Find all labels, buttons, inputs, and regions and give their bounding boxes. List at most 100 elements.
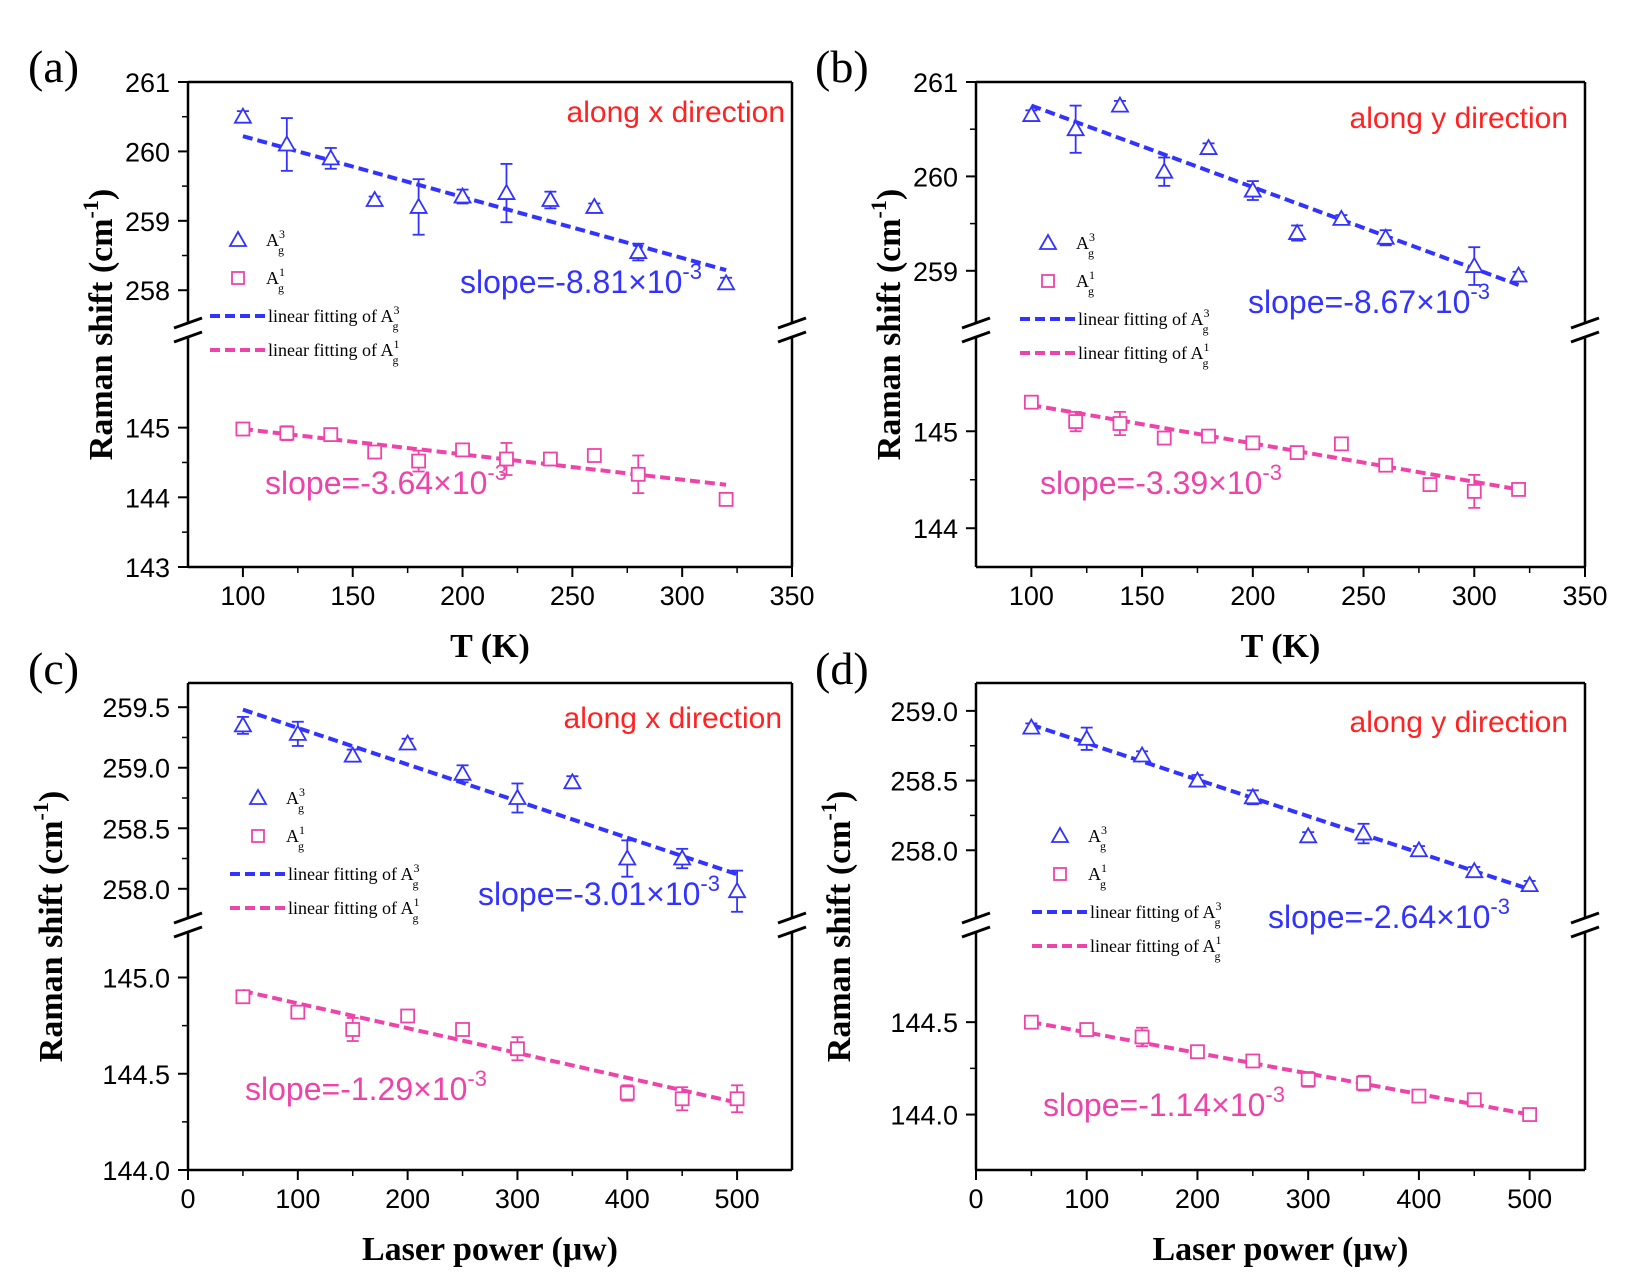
data-point-square <box>1289 445 1305 460</box>
data-point-square <box>1068 414 1084 429</box>
y-axis-title-text: Raman shift (cm <box>871 218 908 460</box>
x-tick-label: 100 <box>275 1184 320 1214</box>
legend-entry-base: A <box>1088 864 1101 884</box>
y-axis-ticks: 258.0 258.5 259.0 259.5 144.0 144.5 145.0 <box>102 693 188 1186</box>
slope-annotation: slope=-1.14×10-3 <box>1043 1082 1285 1123</box>
legend-marker-triangle <box>248 788 268 805</box>
legend-entry-label: A1 g <box>286 823 305 853</box>
legend-entry-sup: 1 <box>1089 268 1095 282</box>
x-tick-label: 500 <box>1507 1184 1552 1214</box>
legend-entry-label: A3 g <box>1076 230 1095 260</box>
x-tick-label: 200 <box>440 581 485 611</box>
slope-value: slope=-8.67×10 <box>1248 284 1470 320</box>
slope-exponent: -3 <box>700 871 720 896</box>
fit-line-a3 <box>242 707 738 877</box>
data-point-square <box>1023 1014 1039 1030</box>
y-tick-label: 259 <box>125 207 170 237</box>
y-tick-label: 258.5 <box>890 767 958 797</box>
axis-break-right <box>1570 316 1600 344</box>
legend-marker-square <box>1041 274 1055 288</box>
data-point-triangle <box>1198 138 1219 155</box>
x-tick-label: 100 <box>1009 581 1054 611</box>
legend-fit-sub: g <box>1214 915 1220 929</box>
data-point-triangle <box>727 881 747 899</box>
data-point-square <box>1245 435 1261 451</box>
legend-entry-sub: g <box>278 243 284 257</box>
y-tick-label: 261 <box>125 68 170 98</box>
legend-entry-label: A3 g <box>286 785 305 815</box>
y-tick-label: 145 <box>125 414 170 444</box>
slope-value: slope=-1.29×10 <box>245 1071 467 1107</box>
data-point-square <box>586 448 602 463</box>
slope-exponent: -3 <box>1265 1082 1285 1107</box>
legend-entry-sub: g <box>298 801 304 815</box>
data-point-triangle <box>628 242 648 259</box>
legend-entry-label: A1 g <box>1076 268 1095 298</box>
legend-fit-label: linear fitting of A3 g <box>1090 899 1221 929</box>
legend-fit-sub: g <box>1214 949 1220 963</box>
data-point-triangle <box>1021 717 1041 735</box>
x-axis-ticks: 100 150 200 250 300 350 <box>1009 567 1608 611</box>
y-axis-title-sup: -1 <box>78 200 103 218</box>
data-point-square <box>235 421 251 437</box>
data-point-square <box>1411 1088 1427 1104</box>
slope-exponent: -3 <box>682 259 702 284</box>
legend-fit-sub: g <box>412 911 418 925</box>
y-axis-title-text: Raman shift (cm <box>821 820 858 1062</box>
data-point-triangle <box>452 763 473 781</box>
legend-entry-base: A <box>286 826 299 846</box>
y-axis-title-text: Raman shift (cm <box>83 218 120 460</box>
data-point-triangle <box>1464 256 1484 273</box>
y-axis-title: Raman shift (cm-1) <box>866 189 908 460</box>
break-mark <box>777 925 807 939</box>
legend-fit-text: linear fitting of A <box>1078 309 1203 329</box>
data-point-triangle <box>1066 119 1086 137</box>
data-point-square <box>718 492 734 507</box>
legend-marker-triangle <box>1050 826 1070 843</box>
data-point-square <box>290 1004 306 1020</box>
series-a1 <box>235 989 745 1114</box>
slope-value: slope=-2.64×10 <box>1268 899 1490 935</box>
slope-annotation: slope=-3.01×10-3 <box>478 871 720 912</box>
data-point-square <box>400 1008 416 1024</box>
data-point-triangle <box>1520 875 1540 893</box>
legend-entry-base: A <box>1088 826 1101 846</box>
data-point-triangle <box>409 197 429 214</box>
panel-b: 100 150 200 250 300 350 259 260 261 144 145 T (K) Ra… <box>815 41 1608 665</box>
slope-exponent: -3 <box>1470 279 1490 304</box>
legend-entry-sub: g <box>1088 284 1094 298</box>
slope-exponent: -3 <box>1490 894 1510 919</box>
legend-fit-sub: g <box>1202 322 1208 336</box>
break-mark <box>961 925 991 939</box>
data-point-square <box>619 1085 635 1101</box>
y-tick-label: 258 <box>125 276 170 306</box>
y-axis-title: Raman shift (cm-1) <box>816 791 858 1062</box>
x-tick-label: 200 <box>1230 581 1275 611</box>
series-a3 <box>1021 95 1529 286</box>
x-tick-label: 400 <box>1396 1184 1441 1214</box>
y-axis-title: Raman shift (cm-1) <box>28 791 70 1062</box>
x-axis-title: T (K) <box>450 628 530 665</box>
fit-line-a3 <box>1030 722 1531 892</box>
x-tick-label: 250 <box>550 581 595 611</box>
legend-fit-sup: 1 <box>1203 340 1209 354</box>
legend-fit-label: linear fitting of A1 g <box>288 895 419 925</box>
slope-annotation: slope=-8.81×10-3 <box>460 259 702 300</box>
data-point-triangle <box>1509 265 1529 283</box>
data-point-square <box>1112 416 1128 431</box>
break-mark <box>173 925 203 939</box>
data-point-triangle <box>1110 95 1130 113</box>
data-point-triangle <box>233 106 253 124</box>
fit-line-a3 <box>242 134 727 273</box>
legend-entry-sub: g <box>1088 246 1094 260</box>
data-point-triangle <box>540 190 560 207</box>
series-a1 <box>1023 394 1526 509</box>
panel-letter: (c) <box>28 643 79 694</box>
legend-entry-label: A3 g <box>1088 823 1107 853</box>
panel-letter: (a) <box>28 41 79 92</box>
y-tick-label: 144.0 <box>102 1156 170 1186</box>
legend-fit-sub: g <box>392 353 398 367</box>
legend-entry-sup: 1 <box>299 823 305 837</box>
